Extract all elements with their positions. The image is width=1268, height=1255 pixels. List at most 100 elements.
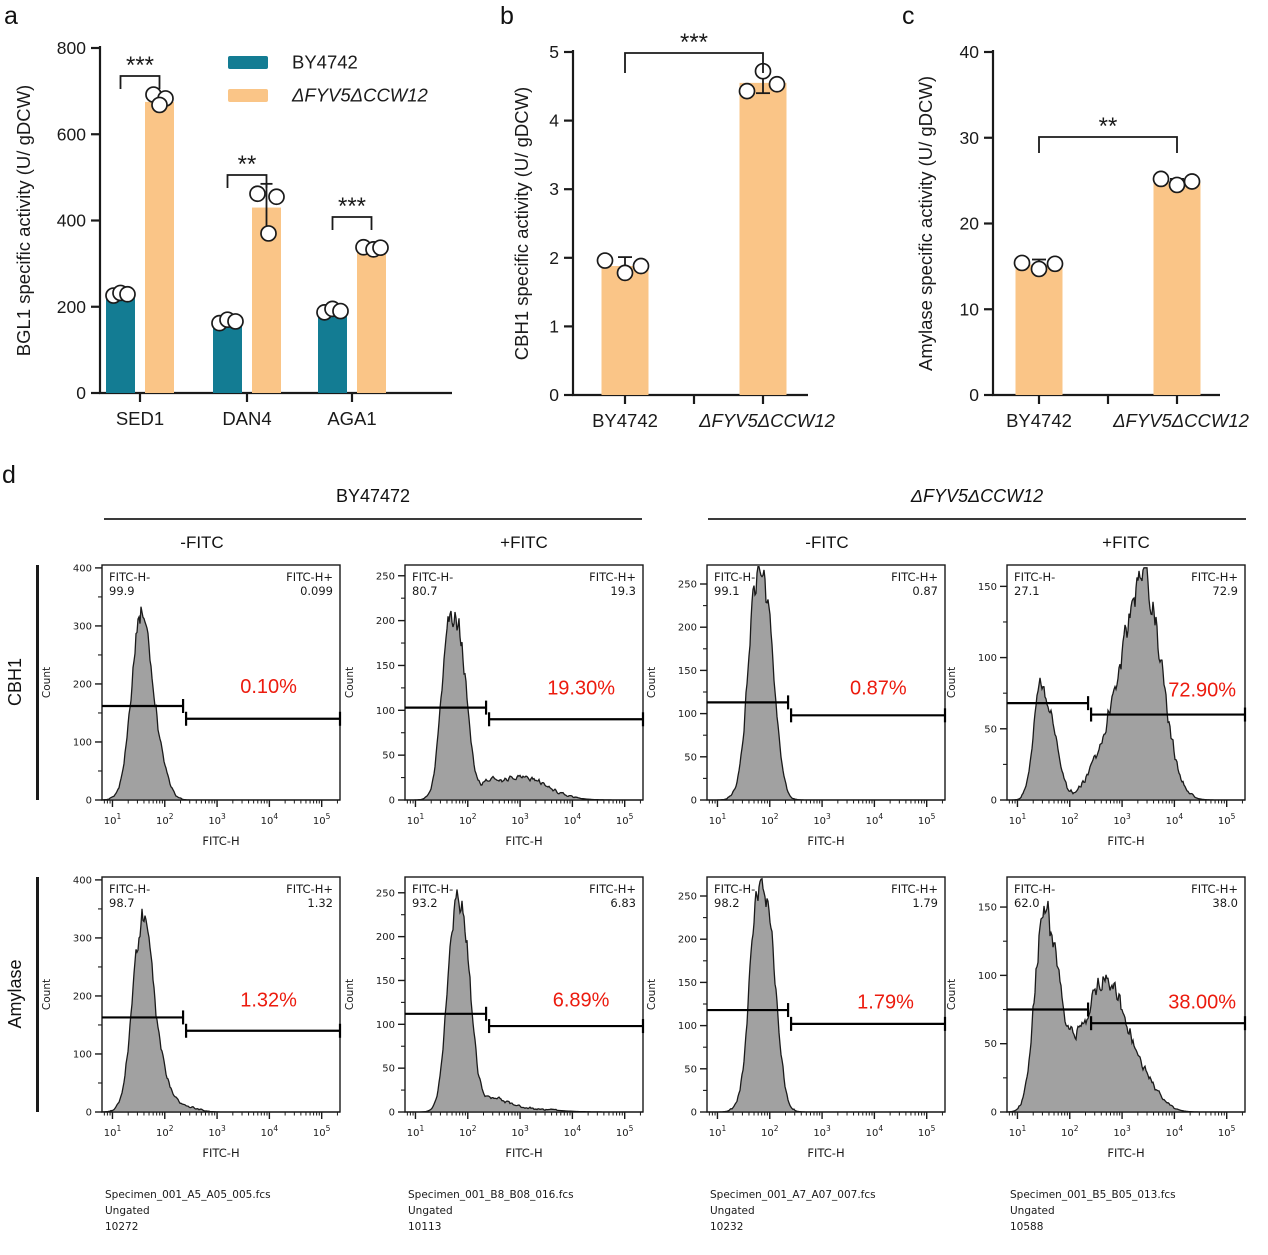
gate-neg-label: FITC-H- <box>109 570 150 584</box>
y-tick-label: 0 <box>991 1108 997 1119</box>
y-tick-label: 150 <box>376 661 395 672</box>
y-tick-label: 300 <box>73 933 92 944</box>
flow-plot-CBH1-BY47472-+FITC: 0 50 100 150 200 250 101 102 103 104 105 FITC-H-80.… <box>344 564 645 848</box>
y-tick-label: 400 <box>73 875 92 886</box>
x-tick-label: 101 <box>407 1124 425 1139</box>
x-tick-label: 103 <box>813 812 831 827</box>
panel-c-bar-chart: 0 10 20 30 40 Amylase specific activity (U/ g… <box>915 42 1250 431</box>
data-point <box>1168 176 1186 194</box>
x-tick-label: 105 <box>313 812 331 827</box>
positive-percent-label: 38.00% <box>1168 992 1236 1014</box>
gate-neg-value: 80.7 <box>412 584 438 598</box>
gate-neg-label: FITC-H- <box>1014 570 1055 584</box>
category-label: BY4742 <box>1006 410 1072 431</box>
gate-pos-value: 1.79 <box>912 896 938 910</box>
bar-ΔFYV5ΔCCW12 <box>1153 182 1201 395</box>
data-point <box>1046 255 1064 273</box>
flow-plot-Amylase-ΔFYV5ΔCCW12-+FITC: 0 50 100 150 101 102 103 104 105 FITC-H-62.0 FITC-… <box>946 876 1247 1160</box>
gate-pos-value: 0.099 <box>300 584 333 598</box>
y-tick-label: 2 <box>549 248 559 268</box>
caption-1-file: Specimen_001_A5_A05_005.fcs <box>105 1189 271 1201</box>
panel-a-bar-chart: 0 200 400 600 800 BGL1 specific activity (U/ … <box>13 38 452 429</box>
data-point <box>227 313 244 330</box>
data-point <box>119 285 136 303</box>
gate-pos-value: 6.83 <box>610 896 636 910</box>
y-tick-label: 250 <box>376 571 395 582</box>
flow-plot-Amylase-BY47472--FITC: 0 100 200 300 400 101 102 103 104 105 FITC-H-98.7 F… <box>41 875 342 1160</box>
y-tick-label: 400 <box>57 211 86 231</box>
gate-pos-label: FITC-H+ <box>589 882 636 896</box>
sig-bracket <box>119 75 161 89</box>
legend-swatch-2 <box>228 89 268 102</box>
gate-pos-label: FITC-H+ <box>286 882 333 896</box>
histogram-curve <box>101 908 340 1113</box>
gate-pos-value: 19.3 <box>610 584 636 598</box>
x-tick-label: 104 <box>564 812 582 827</box>
caption-2-gate: Ungated <box>408 1204 453 1217</box>
gate-neg-value: 98.2 <box>714 896 740 910</box>
panel-d-letter: d <box>2 461 16 489</box>
flow-plot-CBH1-ΔFYV5ΔCCW12-+FITC: 0 50 100 150 101 102 103 104 105 FITC-H-27.1 FITC-… <box>946 564 1247 848</box>
flow-plot-Amylase-BY47472-+FITC: 0 50 100 150 200 250 101 102 103 104 105 FITC-H-93.… <box>344 876 645 1160</box>
gate-pos-label: FITC-H+ <box>1191 882 1238 896</box>
fitc-axis-title: FITC-H <box>807 834 844 848</box>
caption-4-count: 10588 <box>1010 1220 1044 1233</box>
x-tick-label: 105 <box>313 1124 331 1139</box>
y-tick-label: 40 <box>960 42 980 62</box>
row-label-cbh1: CBH1 <box>5 658 25 707</box>
legend-swatch-1 <box>228 56 268 69</box>
x-tick-label: 104 <box>866 1124 884 1139</box>
x-tick-label: 102 <box>459 812 477 827</box>
y-tick-label: 200 <box>73 991 92 1002</box>
x-tick-label: 101 <box>1009 812 1027 827</box>
bar-BY4742-AGA1 <box>318 311 347 393</box>
gate-pos-value: 1.32 <box>307 896 333 910</box>
x-tick-label: 104 <box>1166 812 1184 827</box>
y-tick-label: 200 <box>678 935 697 946</box>
y-tick-label: 200 <box>57 297 86 317</box>
y-tick-label: 0 <box>86 796 92 807</box>
y-tick-label: 100 <box>73 737 92 748</box>
y-tick-label: 0 <box>86 1108 92 1119</box>
x-tick-label: 103 <box>1113 1124 1131 1139</box>
x-tick-label: 101 <box>709 812 727 827</box>
category-label: ΔFYV5ΔCCW12 <box>1112 410 1250 431</box>
y-tick-label: 0 <box>389 1108 395 1119</box>
gate-neg-value: 62.0 <box>1014 896 1040 910</box>
histogram-curve <box>101 606 340 801</box>
x-tick-label: 104 <box>261 1124 279 1139</box>
fitc-axis-title: FITC-H <box>1107 1146 1144 1160</box>
x-tick-label: 103 <box>511 1124 529 1139</box>
gate-pos-label: FITC-H+ <box>286 570 333 584</box>
gate-neg-label: FITC-H- <box>714 570 755 584</box>
x-tick-label: 104 <box>564 1124 582 1139</box>
legend-label-1: BY4742 <box>292 52 358 73</box>
count-axis-title: Count <box>946 979 958 1010</box>
bar-BY4742 <box>1015 264 1063 395</box>
y-tick-label: 300 <box>73 621 92 632</box>
row-bracket-amylase <box>36 877 39 1112</box>
y-tick-label: 50 <box>684 1064 697 1075</box>
x-tick-label: 101 <box>1009 1124 1027 1139</box>
data-point <box>249 185 266 203</box>
sig-label: ** <box>238 151 257 178</box>
data-point <box>1183 173 1201 190</box>
col-header-plus-fitc-2: +FITC <box>1102 533 1150 552</box>
flow-plot-Amylase-ΔFYV5ΔCCW12--FITC: 0 50 100 150 200 250 101 102 103 104 105 FITC-H-98.… <box>646 876 947 1160</box>
x-tick-label: 102 <box>761 1124 779 1139</box>
gate-neg-label: FITC-H- <box>714 882 755 896</box>
y-tick-label: 200 <box>678 623 697 634</box>
y-tick-label: 600 <box>57 124 86 144</box>
sig-bracket <box>331 216 373 230</box>
col-header-plus-fitc-1: +FITC <box>500 533 548 552</box>
x-tick-label: 105 <box>1218 1124 1236 1139</box>
y-tick-label: 200 <box>376 932 395 943</box>
y-axis-title: Amylase specific activity (U/ gDCW) <box>915 76 936 371</box>
x-tick-label: 101 <box>104 1124 122 1139</box>
caption-2-file: Specimen_001_B8_B08_016.fcs <box>408 1189 574 1201</box>
y-tick-label: 100 <box>978 971 997 982</box>
y-tick-label: 150 <box>678 978 697 989</box>
caption-4: Specimen_001_B5_B05_013.fcs Ungated 1058… <box>1010 1188 1176 1235</box>
y-tick-label: 400 <box>73 563 92 574</box>
gate-neg-label: FITC-H- <box>412 882 453 896</box>
